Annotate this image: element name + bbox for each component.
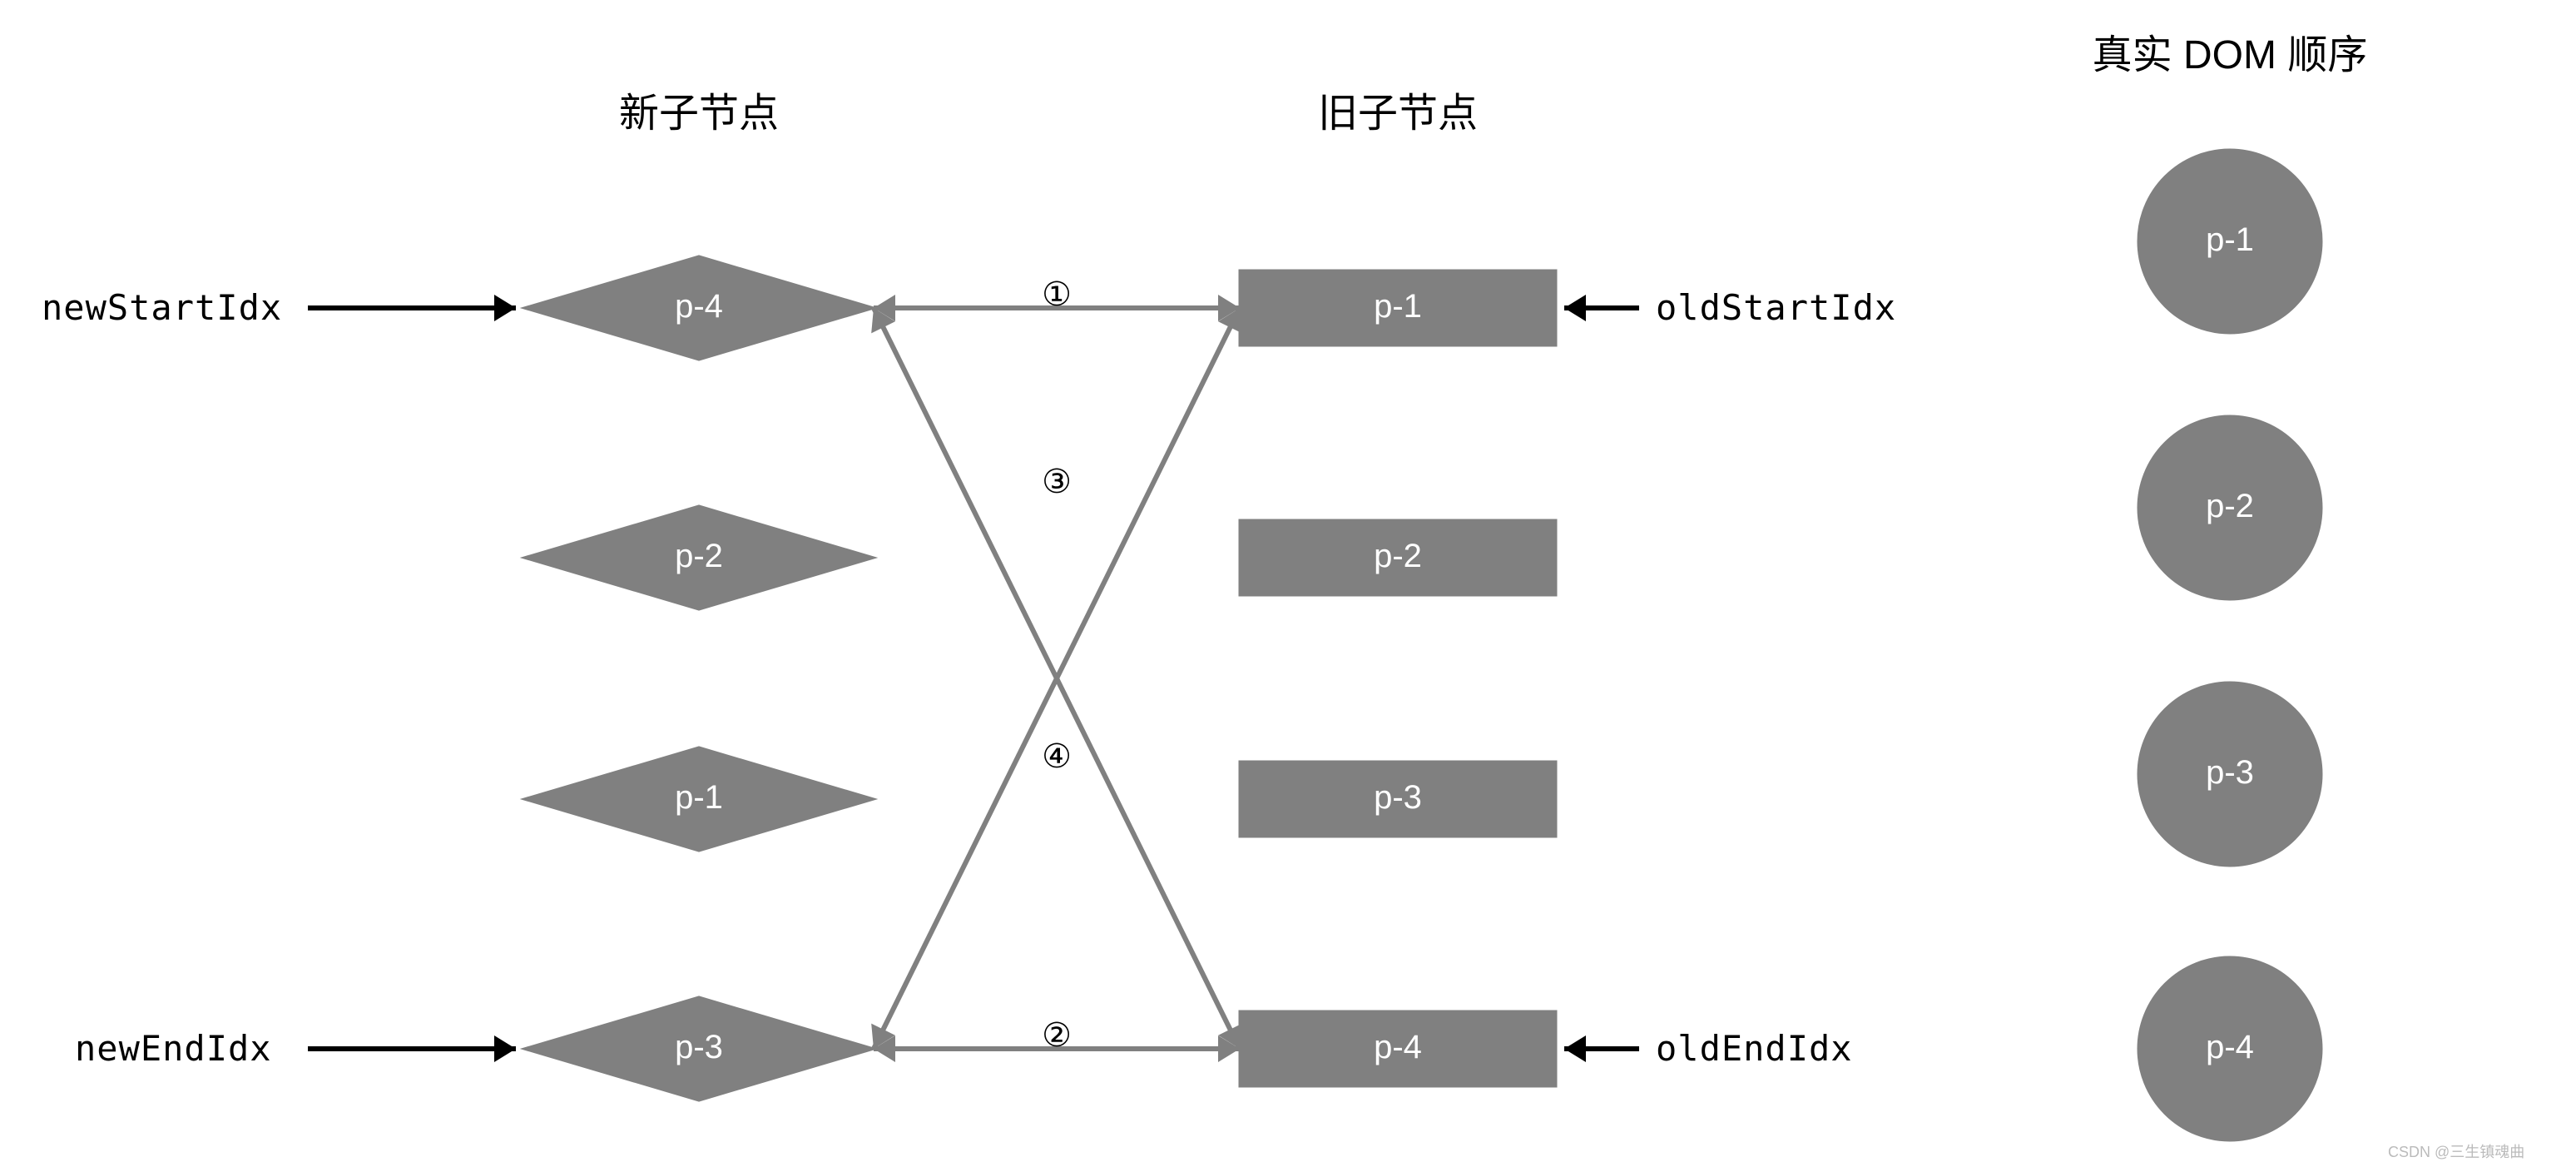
title-real-dom: 真实 DOM 顺序 xyxy=(1980,22,2479,80)
old-node-label: p-3 xyxy=(1315,779,1481,817)
dom-node-label: p-3 xyxy=(2147,754,2313,792)
connection-label-c4: ④ xyxy=(1023,737,1090,776)
new-node-label: p-4 xyxy=(616,288,782,325)
new-node-label: p-1 xyxy=(616,779,782,817)
title-old-children: 旧子节点 xyxy=(1231,80,1564,138)
ptr-oldend-label: oldEndIdx xyxy=(1656,1028,1853,1069)
ptr-newstart-label: newStartIdx xyxy=(42,287,282,328)
ptr-newend-label: newEndIdx xyxy=(75,1028,272,1069)
dom-node-label: p-2 xyxy=(2147,488,2313,525)
connection-label-c1: ① xyxy=(1023,276,1090,314)
new-node-label: p-3 xyxy=(616,1029,782,1066)
dom-node-label: p-1 xyxy=(2147,221,2313,259)
watermark: CSDN @三生镇魂曲 xyxy=(2388,1140,2524,1162)
old-node-label: p-1 xyxy=(1315,288,1481,325)
title-new-children: 新子节点 xyxy=(533,80,865,138)
ptr-oldstart-label: oldStartIdx xyxy=(1656,287,1896,328)
new-node-label: p-2 xyxy=(616,538,782,575)
old-node-label: p-2 xyxy=(1315,538,1481,575)
connection-label-c2: ② xyxy=(1023,1016,1090,1055)
old-node-label: p-4 xyxy=(1315,1029,1481,1066)
connection-label-c3: ③ xyxy=(1023,463,1090,501)
dom-node-label: p-4 xyxy=(2147,1029,2313,1066)
